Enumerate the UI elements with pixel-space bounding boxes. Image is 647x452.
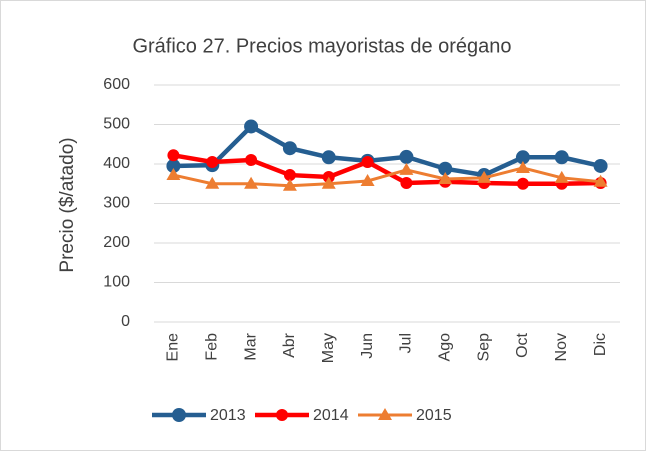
- chart-title: Gráfico 27. Precios mayoristas de orégan…: [132, 35, 511, 57]
- data-point: [438, 172, 453, 185]
- data-point: [361, 156, 374, 169]
- data-point: [438, 161, 453, 176]
- data-point: [516, 177, 529, 190]
- data-point: [282, 178, 297, 191]
- legend-marker: [378, 408, 392, 420]
- data-point: [244, 176, 259, 189]
- data-point: [593, 158, 608, 173]
- y-tick-label: 600: [103, 76, 130, 93]
- x-tick-label: Feb: [203, 333, 220, 361]
- x-tick-label: Oct: [514, 332, 531, 357]
- data-point: [282, 141, 297, 156]
- y-tick-label: 500: [103, 116, 130, 133]
- x-tick-label: Sep: [475, 333, 492, 362]
- series-line: [173, 153, 601, 186]
- y-tick-label: 0: [121, 313, 130, 330]
- data-point: [515, 150, 530, 165]
- data-point: [166, 168, 181, 181]
- data-point: [283, 169, 296, 182]
- x-tick-label: Mar: [242, 332, 259, 360]
- data-point: [167, 149, 180, 162]
- data-point: [399, 149, 414, 164]
- data-point: [554, 150, 569, 165]
- data-point: [321, 150, 336, 165]
- legend-label: 2014: [313, 407, 349, 424]
- data-point: [400, 176, 413, 189]
- data-point: [321, 176, 336, 189]
- data-point: [554, 170, 569, 183]
- series-line: [173, 166, 601, 188]
- data-point: [244, 119, 259, 134]
- x-tick-label: Dic: [592, 333, 609, 356]
- data-point: [245, 154, 258, 167]
- x-tick-label: Ago: [436, 333, 453, 362]
- x-tick-label: Ene: [165, 333, 182, 362]
- legend-label: 2015: [416, 407, 452, 424]
- y-tick-label: 200: [103, 234, 130, 251]
- x-tick-label: Abr: [281, 332, 298, 358]
- y-tick-label: 400: [103, 155, 130, 172]
- y-tick-label: 100: [103, 274, 130, 291]
- x-tick-label: May: [320, 333, 337, 363]
- data-point: [515, 160, 530, 173]
- x-tick-label: Jun: [359, 333, 376, 359]
- data-point: [399, 162, 414, 175]
- data-point: [360, 173, 375, 186]
- data-point: [593, 174, 608, 187]
- data-point: [477, 170, 492, 183]
- y-tick-label: 300: [103, 195, 130, 212]
- legend-marker: [172, 408, 186, 422]
- data-point: [206, 156, 219, 169]
- data-point: [205, 176, 220, 189]
- x-tick-label: Nov: [553, 333, 570, 361]
- data-point: [166, 158, 181, 173]
- legend-marker: [276, 409, 288, 421]
- y-axis-title: Precio ($/atado): [57, 137, 78, 272]
- x-tick-label: Jul: [398, 333, 415, 353]
- legend-label: 2013: [210, 407, 246, 424]
